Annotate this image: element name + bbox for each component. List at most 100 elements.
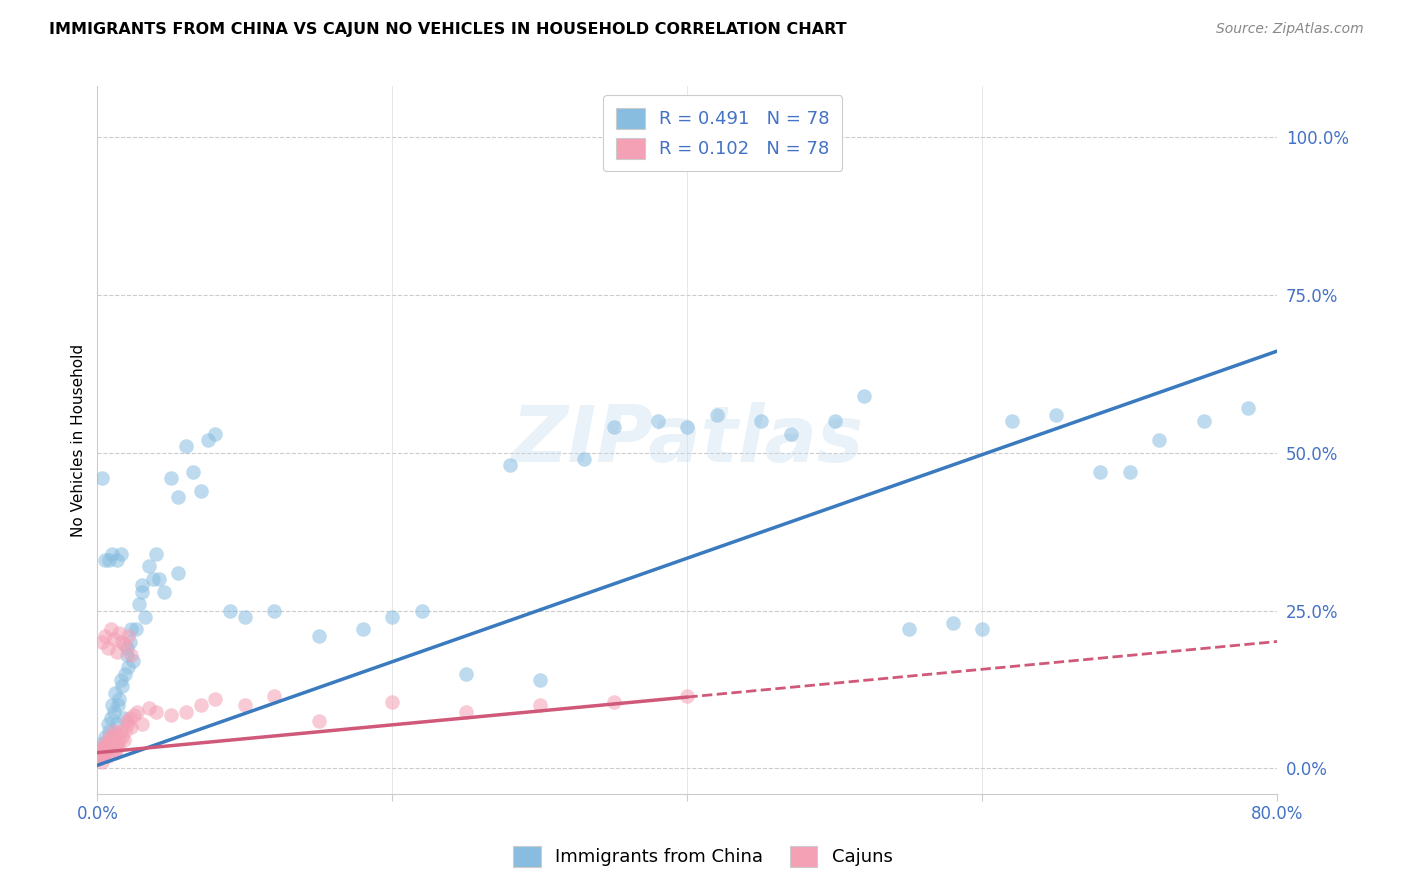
Point <box>602 695 624 709</box>
Point <box>111 730 134 744</box>
Point <box>1090 465 1112 479</box>
Point <box>100 739 122 754</box>
Point <box>98 730 121 744</box>
Point <box>115 641 138 656</box>
Point <box>94 748 117 763</box>
Point <box>98 736 121 750</box>
Point <box>167 490 190 504</box>
Point <box>100 733 122 747</box>
Point <box>263 689 285 703</box>
Point <box>749 414 772 428</box>
Point <box>90 748 112 763</box>
Point <box>942 616 965 631</box>
Text: IMMIGRANTS FROM CHINA VS CAJUN NO VEHICLES IN HOUSEHOLD CORRELATION CHART: IMMIGRANTS FROM CHINA VS CAJUN NO VEHICL… <box>49 22 846 37</box>
Point <box>647 414 669 428</box>
Point <box>118 635 141 649</box>
Point <box>1237 401 1260 416</box>
Point <box>128 597 150 611</box>
Point <box>181 465 204 479</box>
Point <box>117 629 139 643</box>
Point <box>121 654 143 668</box>
Point <box>103 705 125 719</box>
Point <box>96 742 118 756</box>
Point <box>174 705 197 719</box>
Point <box>112 733 135 747</box>
Point <box>142 572 165 586</box>
Point <box>104 742 127 756</box>
Point <box>118 711 141 725</box>
Point <box>219 603 242 617</box>
Point <box>352 623 374 637</box>
Point <box>897 623 920 637</box>
Point <box>93 730 115 744</box>
Point <box>90 471 112 485</box>
Point <box>93 629 115 643</box>
Point <box>105 717 128 731</box>
Point <box>96 739 118 754</box>
Point <box>131 578 153 592</box>
Point <box>107 739 129 754</box>
Point <box>98 553 121 567</box>
Point <box>145 705 167 719</box>
Point <box>204 426 226 441</box>
Point <box>676 689 699 703</box>
Point <box>1192 414 1215 428</box>
Point <box>114 666 136 681</box>
Point <box>972 623 994 637</box>
Point <box>122 707 145 722</box>
Point <box>308 629 330 643</box>
Point <box>108 692 131 706</box>
Point <box>174 439 197 453</box>
Point <box>602 420 624 434</box>
Point <box>90 742 112 756</box>
Point <box>101 730 124 744</box>
Point <box>114 638 136 652</box>
Point <box>112 711 135 725</box>
Point <box>91 739 114 754</box>
Point <box>779 426 801 441</box>
Point <box>97 748 120 763</box>
Text: Source: ZipAtlas.com: Source: ZipAtlas.com <box>1216 22 1364 37</box>
Point <box>100 711 122 725</box>
Point <box>89 748 111 763</box>
Point <box>456 666 478 681</box>
Point <box>308 714 330 728</box>
Point <box>117 717 139 731</box>
Point <box>381 610 404 624</box>
Point <box>190 483 212 498</box>
Legend: R = 0.491   N = 78, R = 0.102   N = 78: R = 0.491 N = 78, R = 0.102 N = 78 <box>603 95 842 171</box>
Point <box>204 692 226 706</box>
Point <box>706 408 728 422</box>
Point <box>105 727 128 741</box>
Point <box>101 698 124 713</box>
Point <box>1119 465 1142 479</box>
Point <box>138 701 160 715</box>
Point <box>411 603 433 617</box>
Point <box>263 603 285 617</box>
Point <box>93 553 115 567</box>
Point <box>110 547 132 561</box>
Point <box>105 736 128 750</box>
Point <box>110 723 132 738</box>
Point <box>115 714 138 728</box>
Point <box>233 698 256 713</box>
Point <box>97 742 120 756</box>
Point <box>93 742 115 756</box>
Point <box>91 748 114 763</box>
Point <box>87 752 110 766</box>
Point <box>91 736 114 750</box>
Point <box>100 623 122 637</box>
Point <box>105 553 128 567</box>
Point <box>131 717 153 731</box>
Point <box>676 420 699 434</box>
Point <box>152 584 174 599</box>
Point <box>103 742 125 756</box>
Point <box>90 635 112 649</box>
Point <box>93 746 115 760</box>
Point <box>107 698 129 713</box>
Point <box>127 705 149 719</box>
Point <box>101 547 124 561</box>
Point <box>138 559 160 574</box>
Point <box>120 720 142 734</box>
Point <box>160 707 183 722</box>
